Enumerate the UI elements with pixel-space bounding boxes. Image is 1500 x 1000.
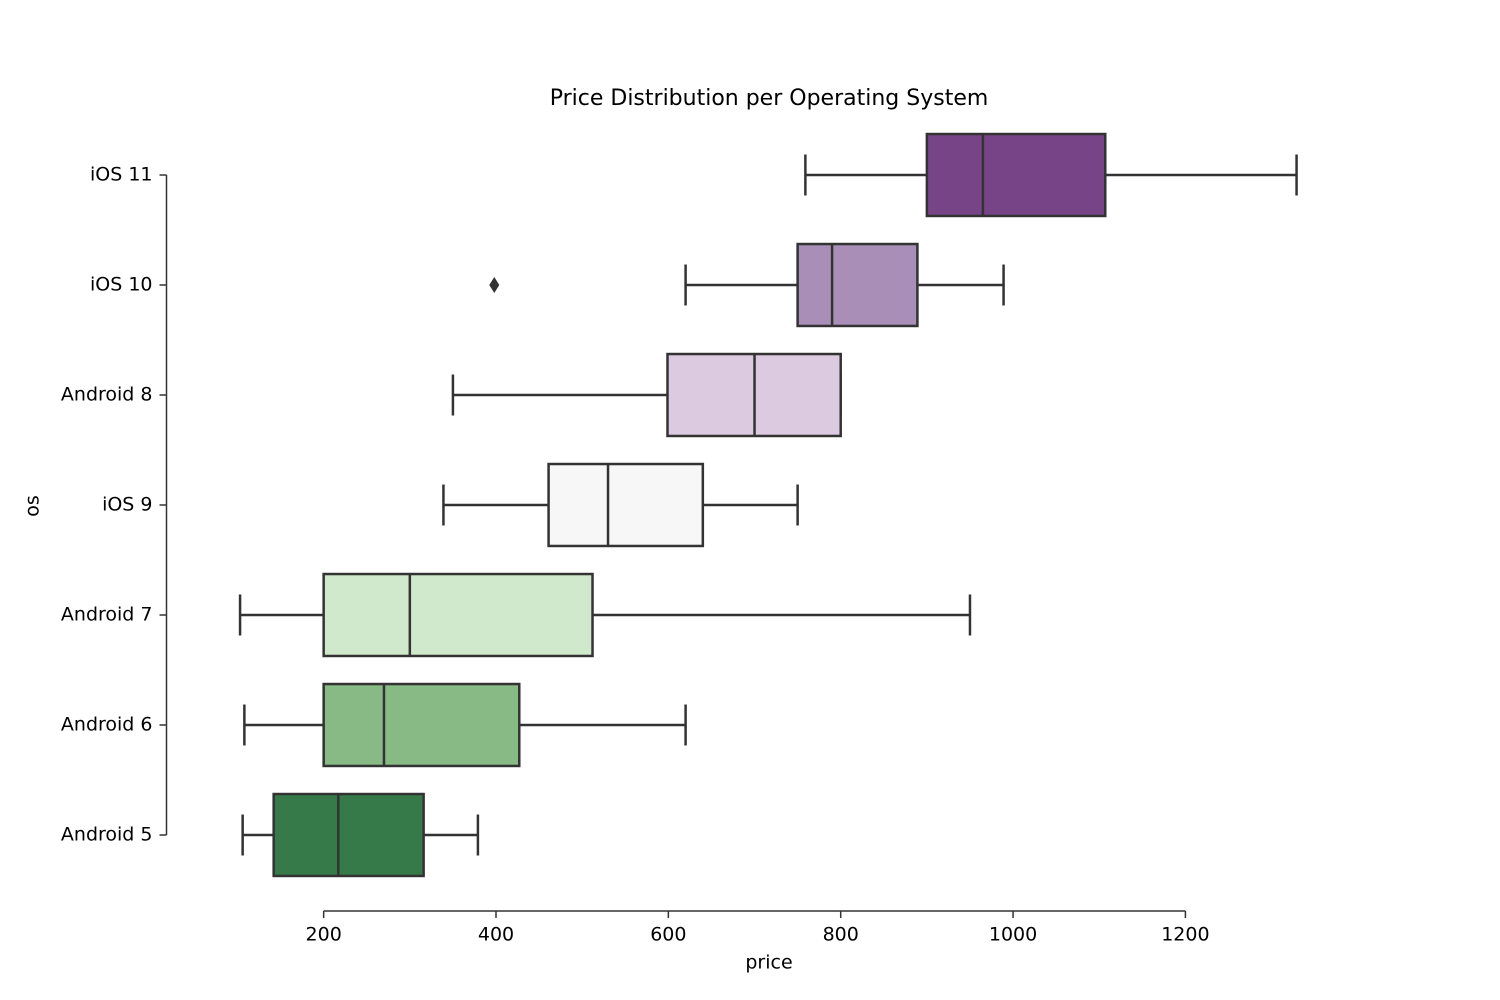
chart-title: Price Distribution per Operating System <box>550 86 989 111</box>
x-tick-label: 600 <box>650 924 686 946</box>
y-tick-label: iOS 10 <box>90 274 153 296</box>
y-tick-label: iOS 9 <box>102 494 152 516</box>
box <box>547 462 705 548</box>
box <box>322 572 594 658</box>
x-axis-label: price <box>745 952 792 974</box>
box <box>796 242 919 328</box>
y-axis-label: os <box>22 495 44 517</box>
x-tick-label: 1000 <box>989 924 1037 946</box>
y-tick-label: Android 6 <box>61 714 153 736</box>
box <box>322 682 521 768</box>
outlier <box>489 277 500 293</box>
box <box>272 792 425 878</box>
x-tick-label: 1200 <box>1161 924 1209 946</box>
y-tick-label: iOS 11 <box>90 164 153 186</box>
x-tick-label: 200 <box>306 924 342 946</box>
box <box>925 132 1107 218</box>
x-tick-label: 800 <box>823 924 859 946</box>
y-tick-label: Android 7 <box>61 604 153 626</box>
y-tick-label: Android 5 <box>61 824 153 846</box>
y-tick-label: Android 8 <box>61 384 153 406</box>
x-tick-label: 400 <box>478 924 514 946</box>
